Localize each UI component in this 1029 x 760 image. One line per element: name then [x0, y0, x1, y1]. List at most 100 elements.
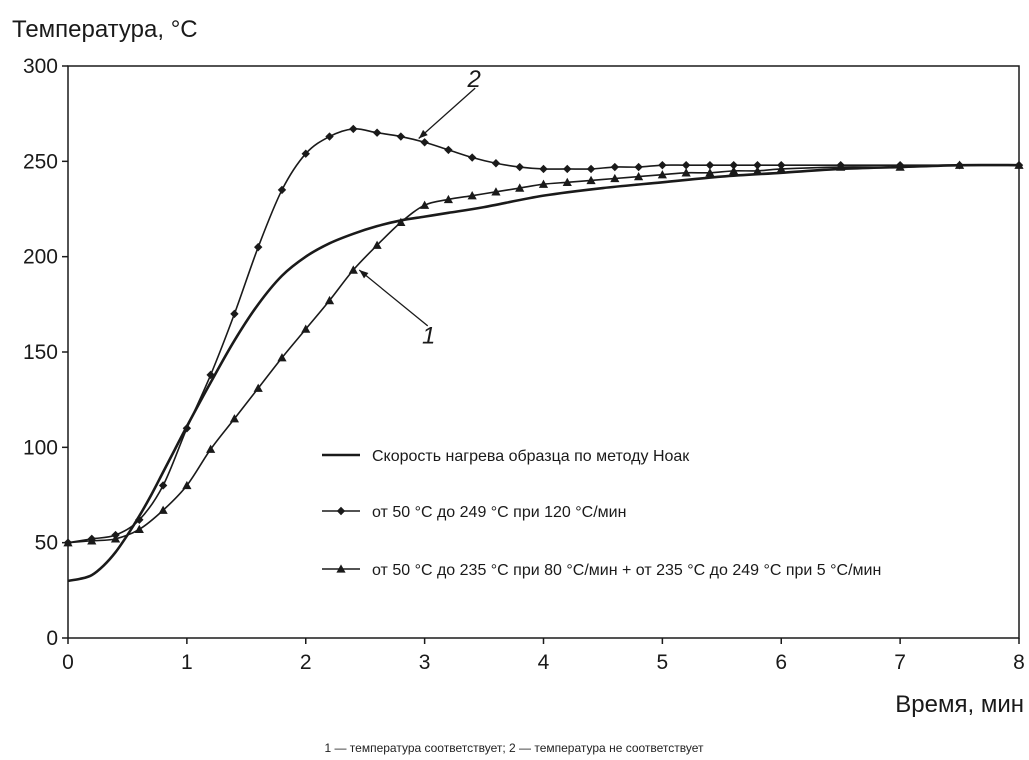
x-tick-label: 1: [181, 651, 193, 674]
data-point: [443, 194, 453, 204]
data-point: [539, 164, 548, 174]
data-point: [705, 160, 715, 170]
plot-frame: [67, 65, 1020, 639]
data-point: [634, 171, 644, 181]
data-point: [63, 538, 73, 547]
data-point: [277, 185, 287, 195]
x-tick-label: 2: [300, 651, 312, 674]
data-point: [563, 164, 572, 174]
data-point: [110, 534, 121, 543]
series-2: [63, 124, 1024, 547]
data-point: [325, 132, 334, 141]
data-point: [515, 183, 525, 192]
data-point: [206, 444, 216, 453]
data-point: [954, 160, 965, 169]
series-line: [67, 164, 1020, 544]
data-point: [610, 162, 620, 172]
data-point: [87, 536, 97, 545]
data-point: [135, 515, 144, 524]
data-point: [753, 160, 762, 170]
y-axis-title: Температура, °С: [12, 16, 198, 43]
legend-marker: [336, 564, 346, 573]
y-tick-label: 150: [23, 341, 58, 364]
x-tick-label: 7: [894, 651, 906, 674]
data-point: [467, 191, 477, 200]
data-point: [253, 383, 263, 392]
data-point: [230, 309, 239, 319]
data-point: [515, 162, 524, 172]
y-tick-label: 50: [35, 532, 58, 555]
data-point: [254, 242, 263, 252]
y-tick-label: 0: [46, 627, 58, 650]
data-point: [586, 164, 596, 174]
data-point: [372, 240, 382, 249]
series-3: [63, 160, 1024, 547]
figure-caption: 1 — температура соответствует; 2 — темпе…: [324, 741, 704, 755]
data-point: [467, 153, 477, 162]
series-line: [67, 163, 1020, 583]
data-point: [586, 175, 596, 185]
data-point: [729, 160, 738, 170]
data-point: [562, 177, 572, 186]
x-tick-label: 8: [1013, 651, 1025, 674]
data-point: [301, 149, 310, 158]
data-point: [158, 481, 168, 490]
y-tick-label: 100: [23, 436, 58, 459]
data-point: [348, 265, 358, 274]
y-tick-label: 200: [23, 246, 58, 269]
data-point: [444, 145, 453, 155]
legend-label: от 50 °С до 249 °С при 120 °С/мин: [372, 504, 626, 521]
annotation-arrowhead: [359, 270, 369, 279]
data-point: [134, 524, 144, 533]
data-point: [182, 480, 192, 490]
y-tick-label: 250: [23, 150, 58, 173]
data-point: [349, 124, 358, 134]
data-point: [681, 160, 691, 170]
data-point: [836, 162, 846, 171]
data-point: [705, 168, 715, 177]
data-point: [895, 162, 905, 171]
data-point: [610, 173, 620, 183]
data-point: [491, 187, 501, 196]
x-tick-label: 0: [62, 651, 74, 674]
data-point: [396, 217, 406, 227]
data-point: [324, 295, 335, 305]
data-point: [229, 414, 240, 423]
x-tick-label: 5: [657, 651, 669, 674]
annotation-label: 1: [422, 322, 435, 349]
series-line: [67, 128, 1019, 544]
legend-label: Скорость нагрева образца по методу Ноак: [372, 448, 690, 465]
x-tick-label: 3: [419, 651, 431, 674]
annotation-label: 2: [466, 66, 480, 93]
x-tick-label: 4: [538, 651, 550, 674]
data-point: [752, 166, 763, 175]
data-point: [658, 160, 667, 170]
data-point: [396, 132, 406, 141]
annotation-arrowhead: [418, 129, 428, 139]
x-axis-title: Время, мин: [895, 691, 1024, 718]
x-tick-label: 6: [775, 651, 787, 674]
annotation-leader: [418, 87, 476, 139]
data-point: [206, 370, 215, 380]
data-point: [420, 138, 429, 147]
data-point: [657, 170, 667, 179]
data-point: [538, 179, 549, 188]
data-point: [158, 505, 168, 514]
legend-label: от 50 °С до 235 °С при 80 °С/мин + от 23…: [372, 562, 881, 579]
data-point: [729, 166, 739, 175]
data-point: [277, 353, 287, 362]
data-point: [634, 162, 643, 172]
data-point: [776, 164, 786, 173]
annotation-leader: [358, 269, 429, 327]
data-point: [372, 128, 382, 137]
data-point: [491, 159, 501, 168]
legend-marker: [336, 506, 346, 516]
data-point: [182, 424, 192, 433]
data-point: [681, 168, 691, 177]
series-1: [67, 163, 1020, 583]
data-point: [1014, 160, 1024, 169]
y-tick-label: 300: [23, 55, 58, 78]
data-point: [420, 200, 430, 209]
data-point: [301, 324, 311, 333]
